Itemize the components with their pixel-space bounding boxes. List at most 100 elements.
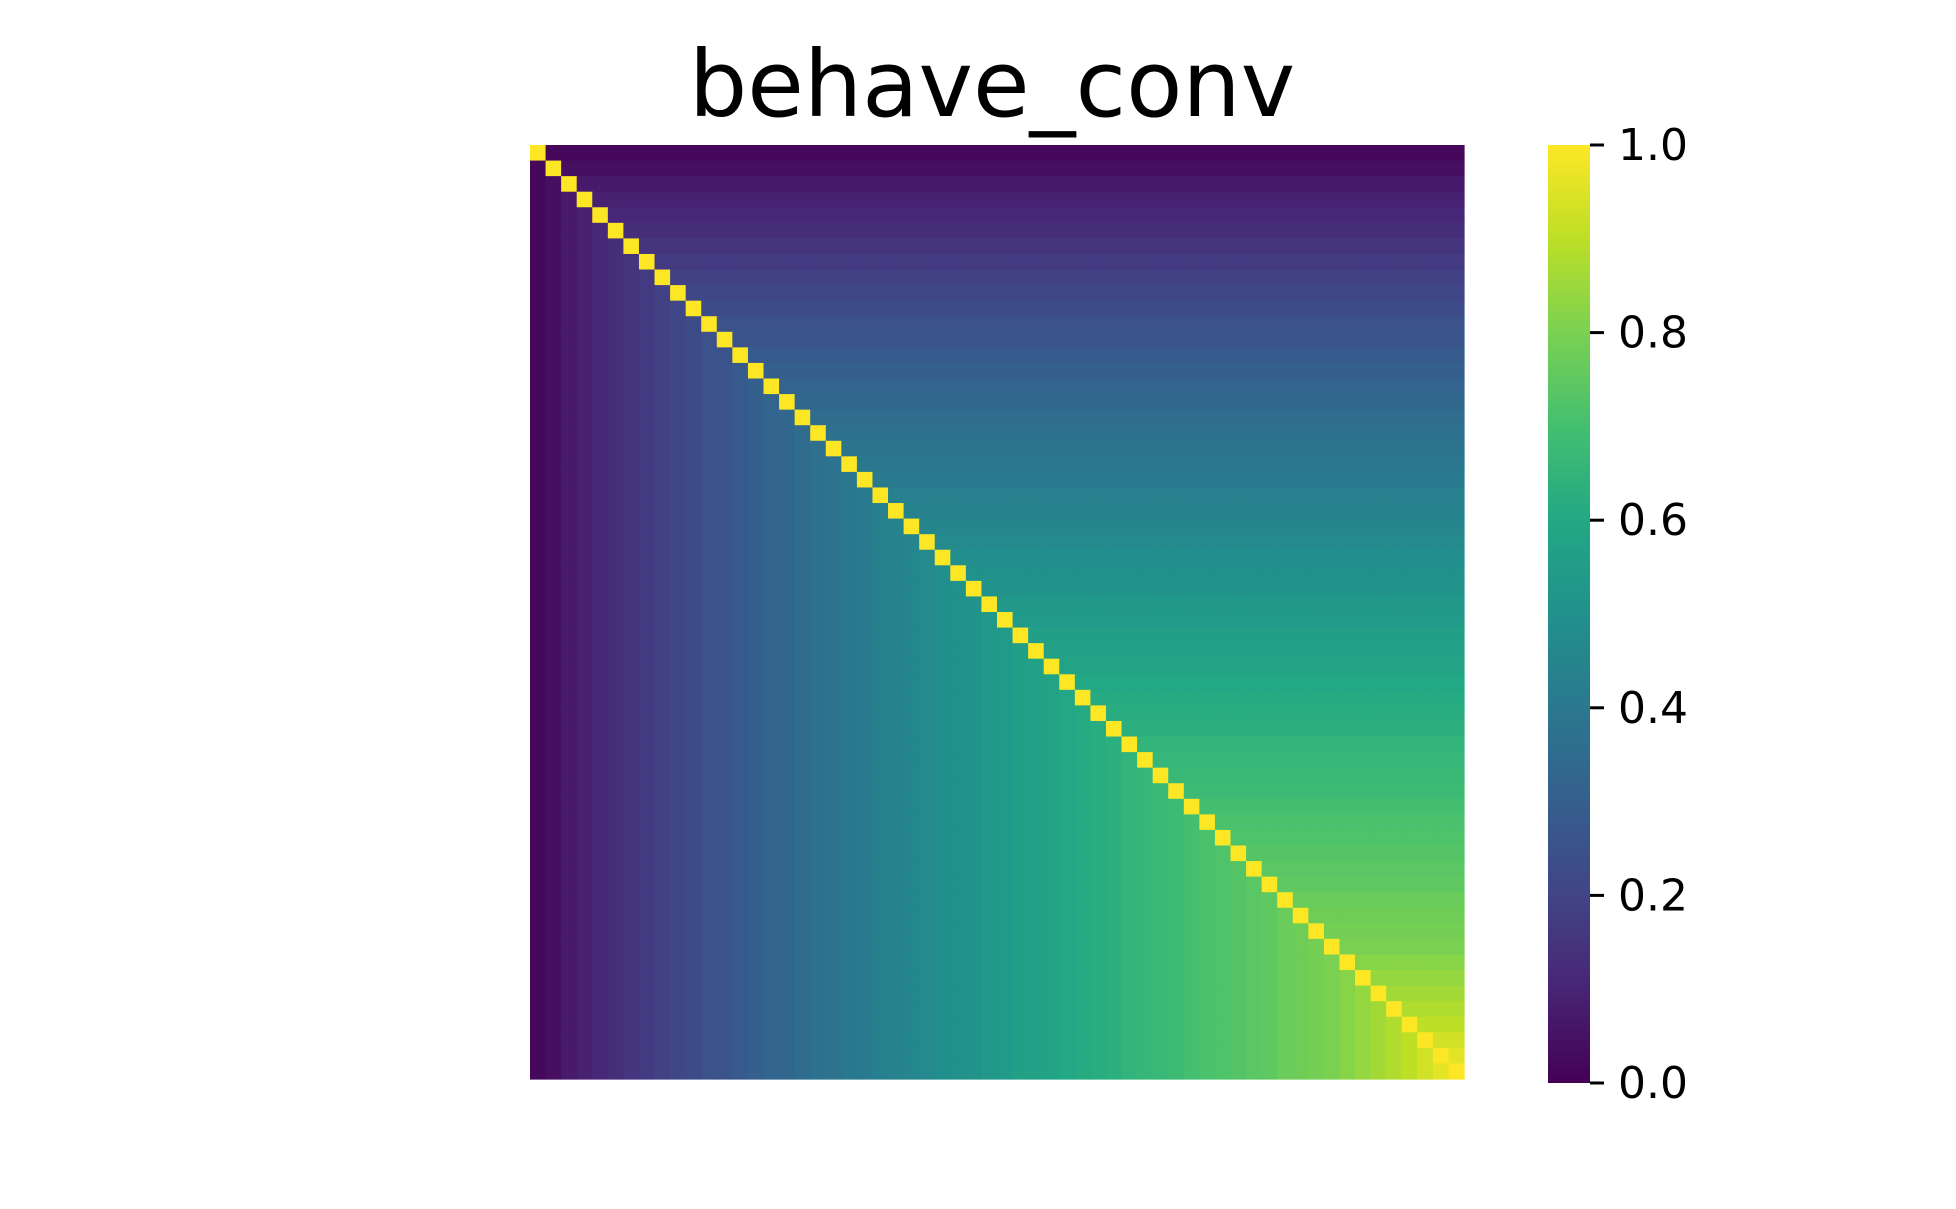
heatmap-cell bbox=[1370, 425, 1387, 442]
heatmap-cell bbox=[825, 1047, 842, 1065]
heatmap-cell bbox=[779, 612, 796, 629]
heatmap-cell bbox=[934, 394, 951, 411]
heatmap-cell bbox=[1043, 191, 1060, 208]
heatmap-cell bbox=[919, 876, 936, 893]
heatmap-cell bbox=[561, 752, 578, 769]
heatmap-cell bbox=[623, 736, 640, 753]
heatmap-cell bbox=[1323, 549, 1341, 566]
heatmap-cell bbox=[997, 487, 1014, 504]
heatmap-cell bbox=[1277, 549, 1294, 566]
heatmap-cell bbox=[1043, 861, 1060, 878]
heatmap-cell bbox=[732, 627, 749, 644]
heatmap-cell bbox=[1292, 954, 1309, 971]
heatmap-cell bbox=[825, 471, 842, 489]
heatmap-cell bbox=[1214, 612, 1232, 629]
heatmap-cell bbox=[1012, 160, 1029, 177]
heatmap-cell bbox=[607, 580, 624, 598]
heatmap-cell bbox=[592, 985, 609, 1002]
heatmap-cell bbox=[981, 876, 998, 893]
heatmap-cell bbox=[670, 549, 687, 566]
heatmap-cell bbox=[561, 549, 578, 566]
heatmap-cell bbox=[794, 347, 811, 364]
heatmap-cell bbox=[779, 300, 796, 317]
heatmap-cell bbox=[919, 1001, 936, 1018]
heatmap-cell bbox=[934, 985, 951, 1002]
heatmap-cell bbox=[934, 783, 951, 800]
heatmap-cell bbox=[1199, 705, 1216, 722]
heatmap-cell bbox=[810, 1001, 827, 1018]
heatmap-cell bbox=[1043, 876, 1060, 893]
heatmap-cell bbox=[685, 907, 702, 924]
heatmap-cell bbox=[592, 705, 609, 722]
heatmap-cell bbox=[561, 503, 578, 520]
heatmap-cell bbox=[1168, 907, 1185, 924]
heatmap-cell bbox=[1043, 440, 1060, 457]
heatmap-cell bbox=[888, 347, 905, 364]
heatmap-cell bbox=[810, 440, 827, 457]
heatmap-cell bbox=[1152, 1016, 1169, 1033]
heatmap-cell bbox=[997, 783, 1014, 800]
heatmap-cell bbox=[1105, 534, 1123, 551]
heatmap-cell bbox=[794, 534, 811, 551]
heatmap-cell bbox=[1355, 1032, 1372, 1049]
heatmap-cell bbox=[623, 518, 640, 535]
heatmap-cell bbox=[1417, 207, 1434, 224]
heatmap-cell bbox=[1152, 503, 1169, 520]
heatmap-cell bbox=[1121, 892, 1138, 909]
heatmap-cell bbox=[841, 861, 858, 878]
heatmap-cell bbox=[1028, 1016, 1045, 1033]
heatmap-cell bbox=[1246, 1032, 1263, 1049]
heatmap-cell bbox=[1090, 643, 1107, 660]
heatmap-cell bbox=[732, 207, 749, 224]
heatmap-cell bbox=[685, 160, 702, 177]
heatmap-cell bbox=[1432, 191, 1450, 208]
heatmap-cell bbox=[1339, 907, 1356, 924]
heatmap-cell bbox=[1152, 285, 1169, 302]
heatmap-cell bbox=[825, 720, 842, 738]
heatmap-cell bbox=[888, 861, 905, 878]
heatmap-cell bbox=[1168, 285, 1185, 302]
heatmap-cell bbox=[1121, 767, 1138, 784]
heatmap-cell bbox=[1183, 954, 1200, 971]
heatmap-cell bbox=[1386, 362, 1403, 380]
heatmap-cell bbox=[1028, 1032, 1045, 1049]
heatmap-cell bbox=[654, 861, 671, 878]
heatmap-cell bbox=[561, 829, 578, 847]
heatmap-cell bbox=[607, 269, 624, 286]
heatmap-cell bbox=[1432, 627, 1450, 644]
heatmap-cell bbox=[981, 845, 998, 862]
heatmap-cell bbox=[965, 954, 983, 971]
heatmap-cell bbox=[1199, 876, 1216, 893]
heatmap-cell bbox=[1448, 518, 1465, 535]
heatmap-cell bbox=[1261, 207, 1278, 224]
heatmap-cell bbox=[997, 720, 1014, 738]
heatmap-cell bbox=[1090, 970, 1107, 987]
heatmap-cell bbox=[1043, 752, 1060, 769]
heatmap-cell bbox=[1168, 720, 1185, 738]
heatmap-cell bbox=[997, 689, 1014, 706]
heatmap-cell bbox=[1043, 892, 1060, 909]
heatmap-cell bbox=[561, 1001, 578, 1018]
heatmap-cell bbox=[825, 876, 842, 893]
heatmap-cell bbox=[1355, 471, 1372, 489]
heatmap-cell bbox=[1137, 767, 1154, 784]
heatmap-cell bbox=[561, 409, 578, 426]
heatmap-cell bbox=[888, 907, 905, 924]
heatmap-cell bbox=[561, 907, 578, 924]
heatmap-cell bbox=[1137, 316, 1154, 333]
heatmap-cell bbox=[810, 222, 827, 239]
heatmap-cell bbox=[1308, 1016, 1325, 1033]
heatmap-cell bbox=[1355, 627, 1372, 644]
heatmap-cell bbox=[1386, 1001, 1403, 1018]
heatmap-cell bbox=[1074, 145, 1091, 162]
heatmap-cell bbox=[1012, 985, 1029, 1002]
heatmap-cell bbox=[1246, 347, 1263, 364]
heatmap-cell bbox=[716, 300, 733, 317]
heatmap-cell bbox=[716, 674, 733, 691]
heatmap-cell bbox=[654, 612, 671, 629]
heatmap-cell bbox=[1246, 736, 1263, 753]
heatmap-cell bbox=[888, 814, 905, 831]
heatmap-cell bbox=[1246, 876, 1263, 893]
heatmap-cell bbox=[1168, 503, 1185, 520]
heatmap-cell bbox=[1355, 845, 1372, 862]
